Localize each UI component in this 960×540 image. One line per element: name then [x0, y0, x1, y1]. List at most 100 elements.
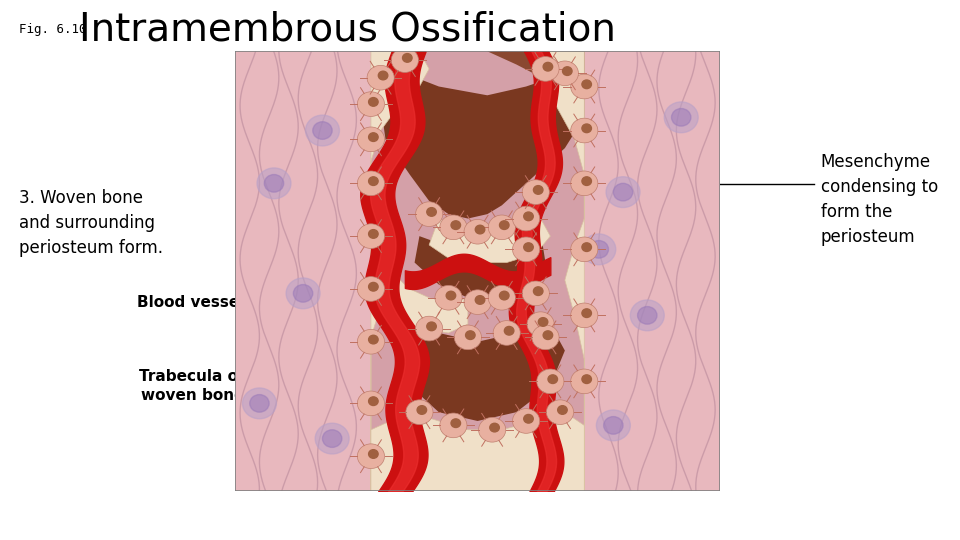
Circle shape	[606, 177, 640, 207]
Circle shape	[570, 171, 598, 195]
Circle shape	[392, 48, 419, 72]
Circle shape	[499, 291, 509, 300]
Circle shape	[582, 309, 591, 318]
Circle shape	[357, 276, 385, 301]
Circle shape	[522, 281, 549, 306]
Circle shape	[582, 243, 591, 252]
Circle shape	[257, 168, 291, 199]
Circle shape	[493, 321, 520, 345]
Circle shape	[475, 225, 485, 234]
Circle shape	[357, 444, 385, 469]
Circle shape	[489, 215, 516, 240]
Circle shape	[604, 416, 623, 434]
Circle shape	[664, 102, 698, 133]
Text: Mesenchyme
condensing to
form the
periosteum: Mesenchyme condensing to form the perios…	[821, 153, 938, 246]
Circle shape	[524, 212, 533, 221]
Circle shape	[357, 92, 385, 117]
Circle shape	[532, 325, 559, 350]
Circle shape	[513, 237, 540, 262]
Circle shape	[637, 307, 657, 324]
Circle shape	[369, 335, 378, 344]
Circle shape	[435, 286, 462, 310]
Circle shape	[367, 65, 395, 90]
Circle shape	[315, 423, 349, 454]
Circle shape	[357, 391, 385, 416]
Circle shape	[631, 300, 664, 331]
Polygon shape	[371, 412, 585, 491]
Circle shape	[294, 285, 313, 302]
Circle shape	[582, 234, 615, 265]
Circle shape	[499, 221, 509, 230]
Circle shape	[440, 215, 467, 240]
Circle shape	[417, 406, 426, 414]
Circle shape	[305, 115, 340, 146]
Circle shape	[543, 63, 553, 71]
Circle shape	[286, 278, 320, 309]
Circle shape	[570, 118, 598, 143]
Circle shape	[369, 397, 378, 406]
Circle shape	[551, 61, 579, 86]
Circle shape	[378, 71, 388, 80]
Circle shape	[427, 207, 436, 216]
Circle shape	[489, 286, 516, 310]
Circle shape	[369, 177, 378, 185]
Circle shape	[264, 174, 284, 192]
Circle shape	[440, 413, 467, 438]
Circle shape	[522, 180, 549, 205]
FancyBboxPatch shape	[235, 51, 720, 491]
Polygon shape	[429, 219, 550, 262]
Circle shape	[454, 325, 482, 350]
Text: Intramembrous Ossification: Intramembrous Ossification	[79, 11, 615, 49]
Circle shape	[475, 295, 485, 304]
Circle shape	[313, 122, 332, 139]
Circle shape	[369, 98, 378, 106]
Circle shape	[570, 74, 598, 99]
Circle shape	[479, 417, 506, 442]
Circle shape	[451, 419, 461, 428]
Circle shape	[369, 282, 378, 291]
Circle shape	[243, 388, 276, 419]
Circle shape	[563, 67, 572, 76]
Polygon shape	[371, 51, 429, 491]
Text: Fig. 6.10: Fig. 6.10	[19, 23, 86, 36]
Text: Blood vessel: Blood vessel	[137, 295, 245, 310]
Circle shape	[513, 409, 540, 433]
Circle shape	[524, 415, 533, 423]
Text: 3. Woven bone
and surrounding
periosteum form.: 3. Woven bone and surrounding periosteum…	[19, 189, 163, 257]
Circle shape	[570, 369, 598, 394]
Circle shape	[357, 329, 385, 354]
Circle shape	[369, 230, 378, 238]
Circle shape	[357, 171, 385, 195]
Circle shape	[357, 127, 385, 152]
Circle shape	[513, 206, 540, 231]
Circle shape	[451, 221, 461, 230]
Circle shape	[558, 406, 567, 414]
Circle shape	[582, 124, 591, 133]
Circle shape	[589, 240, 609, 258]
Polygon shape	[371, 249, 468, 333]
Circle shape	[369, 450, 378, 458]
Circle shape	[402, 53, 412, 62]
Circle shape	[534, 287, 543, 295]
Circle shape	[570, 237, 598, 262]
Circle shape	[548, 375, 558, 383]
Circle shape	[490, 423, 499, 432]
Circle shape	[570, 303, 598, 328]
Circle shape	[250, 395, 269, 412]
FancyBboxPatch shape	[585, 51, 720, 491]
Circle shape	[582, 177, 591, 185]
Circle shape	[546, 400, 573, 424]
Polygon shape	[396, 324, 564, 421]
Circle shape	[539, 318, 548, 326]
Circle shape	[582, 375, 591, 383]
Circle shape	[543, 331, 553, 340]
Circle shape	[466, 331, 475, 340]
Circle shape	[671, 109, 691, 126]
Circle shape	[532, 57, 559, 81]
Circle shape	[323, 430, 342, 447]
Polygon shape	[488, 51, 585, 96]
Polygon shape	[380, 51, 585, 219]
Circle shape	[427, 322, 436, 330]
Text: Trabecula of
woven bone: Trabecula of woven bone	[139, 369, 245, 403]
Circle shape	[524, 243, 533, 252]
